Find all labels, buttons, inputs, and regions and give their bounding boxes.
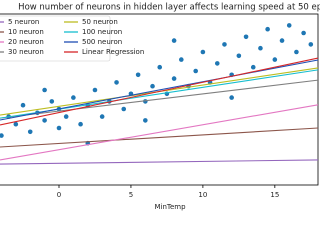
scatter-point	[179, 57, 184, 62]
x-axis-label: MinTemp	[154, 203, 186, 211]
x-tick-label: 15	[270, 191, 279, 199]
scatter-point	[258, 45, 263, 51]
x-tick-label: 10	[198, 191, 207, 199]
x-tick-label: 0	[57, 191, 61, 199]
scatter-point	[42, 118, 47, 123]
scatter-point	[222, 42, 227, 47]
regression-line	[0, 79, 319, 119]
scatter-point	[56, 125, 62, 131]
scatter-point	[243, 34, 249, 40]
scatter-point	[214, 61, 220, 66]
scatter-point	[265, 26, 270, 32]
scatter-point	[42, 87, 47, 93]
scatter-point	[308, 42, 314, 47]
legend-label: 50 neuron	[82, 18, 118, 26]
plot-frame	[0, 13, 319, 186]
scatter-point	[171, 38, 177, 43]
regression-line	[0, 159, 319, 165]
scatter-point	[0, 133, 4, 138]
regression-line	[0, 59, 319, 121]
scatter-point	[236, 53, 242, 59]
chart: How number of neurons in hidden layer af…	[0, 3, 320, 211]
scatter-point	[272, 57, 278, 62]
legend-box	[0, 15, 111, 62]
legend-label: 30 neuron	[8, 48, 44, 56]
scatter-point	[63, 114, 69, 119]
scatter-point	[294, 49, 299, 55]
legend-label: 5 neuron	[8, 18, 39, 26]
scatter-point	[229, 95, 234, 100]
scatter-point	[13, 121, 19, 127]
scatter-point	[301, 30, 306, 36]
scatter-point	[92, 87, 98, 93]
regression-line	[0, 104, 319, 161]
scatter-point	[114, 80, 119, 85]
scatter-point	[121, 106, 127, 112]
scatter-point	[171, 76, 177, 81]
scatter-point	[286, 23, 292, 28]
chart-title: How number of neurons in hidden layer af…	[18, 3, 320, 13]
x-tick-label: 5	[129, 191, 133, 199]
scatter-point	[27, 129, 33, 135]
scatter-point	[279, 38, 285, 43]
legend-label: 100 neuron	[82, 28, 122, 36]
scatter-point	[99, 114, 105, 119]
scatter-point	[150, 83, 155, 89]
scatter-point	[143, 118, 148, 123]
regression-line	[0, 57, 319, 126]
scatter-point	[78, 121, 83, 127]
legend-label: Linear Regression	[82, 48, 144, 56]
scatter-point	[49, 99, 55, 104]
scatter-point	[157, 64, 163, 70]
scatter-point	[250, 64, 256, 70]
scatter-point	[135, 72, 141, 78]
legend-label: 500 neuron	[82, 38, 122, 46]
scatter-point	[20, 102, 26, 108]
legend-label: 10 neuron	[8, 28, 44, 36]
regression-line	[0, 127, 319, 148]
legend-label: 20 neuron	[8, 38, 44, 46]
scatter-point	[200, 49, 206, 55]
scatter-point	[71, 95, 76, 100]
scatter-point	[193, 68, 198, 74]
